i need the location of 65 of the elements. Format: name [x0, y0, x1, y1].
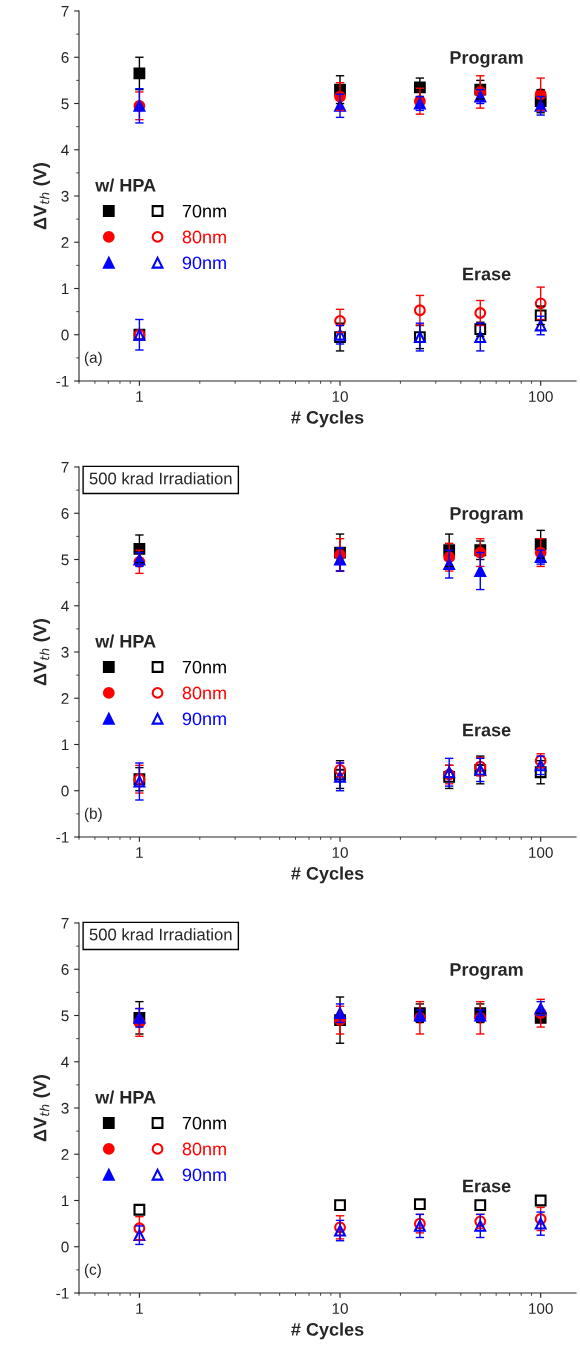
y-tick-label: -1	[56, 376, 69, 387]
y-tick-label: 3	[61, 190, 69, 202]
y-tick-label: 3	[61, 1102, 69, 1114]
y-tick-label: 7	[61, 6, 69, 17]
legend-label: 80nm	[182, 686, 226, 700]
x-tick-label: 1	[136, 1303, 143, 1314]
legend-label: 90nm	[182, 256, 226, 270]
y-tick-label: 4	[61, 600, 69, 612]
y-tick-label: 5	[61, 554, 69, 566]
annotation: (c)	[84, 1263, 101, 1278]
y-tick-label: 7	[61, 462, 69, 473]
legend-label: 70nm	[182, 204, 226, 218]
y-tick-label: 0	[61, 1241, 69, 1253]
annotation: (b)	[84, 807, 102, 822]
y-axis-title: ΔV$_{th}$ (V)	[33, 1075, 50, 1142]
x-tick-label: 10	[332, 847, 348, 858]
y-tick-label: 6	[61, 964, 69, 975]
x-axis-title: # Cycles	[291, 1322, 364, 1340]
annotation: 500 krad Irradiation	[89, 472, 232, 485]
y-tick-label: 5	[61, 1010, 69, 1022]
y-tick-label: 4	[61, 1056, 69, 1068]
legend-title: w/ HPA	[95, 1090, 156, 1104]
annotation: 500 krad Irradiation	[89, 928, 232, 941]
y-tick-label: 5	[61, 98, 69, 110]
x-tick-label: 1	[136, 847, 143, 858]
y-tick-label: 0	[61, 329, 69, 341]
y-axis-title: ΔV$_{th}$ (V)	[33, 619, 50, 686]
y-tick-label: -1	[56, 1288, 69, 1299]
legend-label: 70nm	[182, 1116, 226, 1130]
x-axis-title: # Cycles	[291, 410, 364, 428]
y-tick-label: 1	[61, 283, 69, 295]
x-tick-label: 100	[529, 1303, 553, 1314]
y-tick-label: 4	[61, 144, 69, 156]
y-tick-label: 7	[61, 918, 69, 929]
y-tick-label: 2	[61, 693, 69, 704]
x-axis-title: # Cycles	[291, 866, 364, 884]
y-tick-label: 2	[61, 237, 69, 248]
y-tick-label: 1	[61, 1195, 69, 1207]
x-tick-label: 10	[332, 391, 348, 402]
legend-label: 90nm	[182, 712, 226, 726]
annotation: Program	[450, 507, 523, 524]
y-tick-label: 6	[61, 52, 69, 63]
y-tick-label: 6	[61, 508, 69, 519]
y-tick-label: -1	[56, 832, 69, 843]
x-tick-label: 100	[529, 391, 553, 402]
x-tick-label: 100	[529, 847, 553, 858]
annotation: (a)	[84, 351, 102, 366]
annotation: Erase	[463, 267, 511, 281]
annotation: Program	[450, 963, 523, 980]
legend-label: 80nm	[182, 1142, 226, 1156]
y-tick-label: 2	[61, 1149, 69, 1160]
annotation: Erase	[463, 1179, 511, 1193]
y-tick-label: 1	[61, 739, 69, 751]
x-tick-label: 10	[332, 1303, 348, 1314]
legend-title: w/ HPA	[95, 634, 156, 648]
annotation: Program	[450, 51, 523, 68]
legend-label: 90nm	[182, 1168, 226, 1182]
legend-title: w/ HPA	[95, 178, 156, 192]
y-tick-label: 3	[61, 646, 69, 658]
annotation: Erase	[463, 723, 511, 737]
legend-label: 70nm	[182, 660, 226, 674]
legend-label: 80nm	[182, 230, 226, 244]
x-tick-label: 1	[136, 391, 143, 402]
y-tick-label: 0	[61, 785, 69, 797]
y-axis-title: ΔV$_{th}$ (V)	[33, 163, 50, 230]
